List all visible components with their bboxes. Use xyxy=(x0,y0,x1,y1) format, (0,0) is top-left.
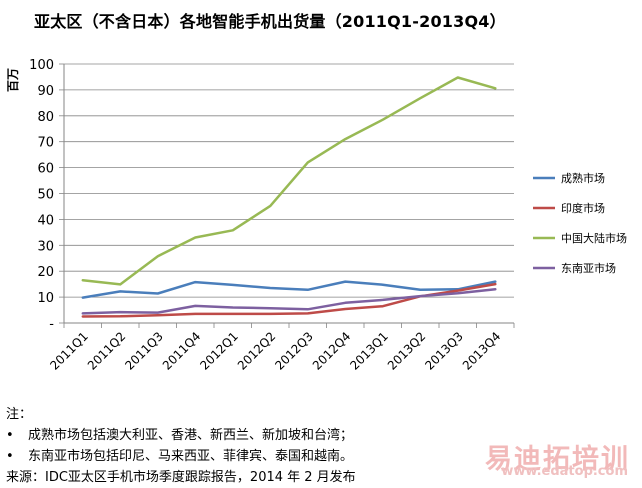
legend-label: 成熟市场 xyxy=(561,171,605,185)
legend-label: 东南亚市场 xyxy=(561,261,616,275)
x-tick-label: 2012Q3 xyxy=(272,329,316,373)
note-item: • 成熟市场包括澳大利亚、香港、新西兰、新加坡和台湾； xyxy=(6,425,356,446)
note-item-text: 成熟市场包括澳大利亚、香港、新西兰、新加坡和台湾； xyxy=(28,428,354,443)
y-tick-label: 40 xyxy=(37,213,54,228)
y-tick-label: 80 xyxy=(37,110,54,125)
x-tick-labels: 2011Q12011Q22011Q32011Q42012Q12012Q22012… xyxy=(47,329,503,373)
series-line xyxy=(81,288,497,315)
x-tick-label: 2013Q1 xyxy=(347,329,391,373)
watermark-text: 易迪拓培训 xyxy=(485,444,630,475)
y-tick-label: - xyxy=(49,317,54,332)
bullet-icon: • xyxy=(6,449,14,464)
series-line xyxy=(81,76,497,286)
y-tick-labels: - 10 20 30 40 50 60 70 80 90 100 xyxy=(29,58,54,332)
note-item-text: 东南亚市场包括印尼、马来西亚、菲律宾、泰国和越南。 xyxy=(28,449,354,464)
chart-title: 亚太区（不含日本）各地智能手机出货量（2011Q1-2013Q4） xyxy=(34,12,506,31)
y-tick-label: 30 xyxy=(37,239,54,254)
y-tick-label: 70 xyxy=(37,136,54,151)
source-note: 来源：IDC亚太区手机市场季度跟踪报告，2014 年 2 月发布 xyxy=(6,470,356,485)
x-tick-label: 2012Q4 xyxy=(310,329,354,373)
y-tick-label: 10 xyxy=(37,291,54,306)
x-tick-label: 2013Q4 xyxy=(460,329,504,373)
x-tick-label: 2012Q2 xyxy=(235,329,279,373)
y-tick-label: 60 xyxy=(37,162,54,177)
y-tick-label: 50 xyxy=(37,188,54,203)
y-tick-label: 90 xyxy=(37,84,54,99)
series-line xyxy=(81,280,497,299)
x-tick-label: 2011Q2 xyxy=(85,329,129,373)
gridlines xyxy=(64,63,514,298)
notes-heading: 注： xyxy=(6,407,33,422)
series-lines xyxy=(81,76,497,318)
x-tick-label: 2013Q3 xyxy=(422,329,466,373)
bullet-icon: • xyxy=(6,428,14,443)
note-item: • 东南亚市场包括印尼、马来西亚、菲律宾、泰国和越南。 xyxy=(6,446,356,467)
x-tick-label: 2011Q3 xyxy=(122,329,166,373)
x-tick-label: 2012Q1 xyxy=(197,329,241,373)
x-tick-label: 2011Q1 xyxy=(47,329,91,373)
watermark-url: www.edatop.com xyxy=(501,464,628,479)
notes: 注： • 成熟市场包括澳大利亚、香港、新西兰、新加坡和台湾； • 东南亚市场包括印尼… xyxy=(6,404,356,488)
x-tick-label: 2011Q4 xyxy=(160,329,204,373)
x-tick-label: 2013Q2 xyxy=(385,329,429,373)
legend-label: 中国大陆市场 xyxy=(561,231,627,245)
y-tick-label: 20 xyxy=(37,265,54,280)
y-axis-label: 百万 xyxy=(6,68,20,92)
legend-label: 印度市场 xyxy=(561,201,605,215)
axes xyxy=(59,63,515,328)
y-tick-label: 100 xyxy=(29,58,54,73)
